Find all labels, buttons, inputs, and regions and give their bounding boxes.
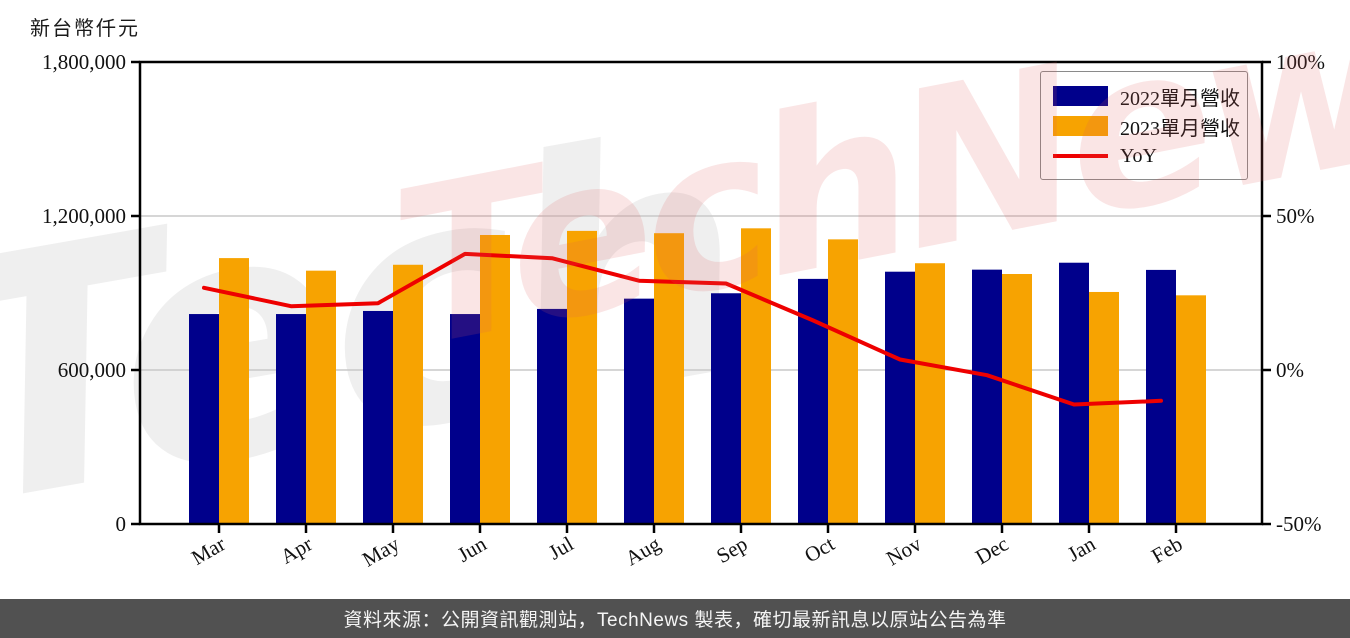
- legend-item-2022: 2022單月營收: [1053, 81, 1240, 111]
- bar-2022-nov: [885, 271, 915, 524]
- x-axis-label-dec: Dec: [971, 532, 1012, 570]
- bar-2022-feb: [1146, 269, 1176, 524]
- x-axis-label-apr: Apr: [276, 532, 316, 569]
- plot-frame: [138, 60, 1264, 526]
- bar-2022-may: [363, 310, 393, 524]
- bar-2023-sep: [741, 228, 771, 524]
- legend: 2022單月營收 2023單月營收 YoY: [1040, 71, 1248, 180]
- bar-2022-sep: [711, 293, 741, 524]
- bar-2022-jul: [537, 308, 567, 524]
- bar-2022-mar: [189, 314, 219, 524]
- right-axis-tick-label: 50%: [1276, 204, 1315, 228]
- bar-2022-jun: [450, 314, 480, 524]
- x-axis-label-jan: Jan: [1063, 531, 1100, 566]
- bar-2023-mar: [219, 258, 249, 524]
- right-axis-tick-label: -50%: [1276, 512, 1322, 536]
- left-axis-tick-label: 0: [116, 512, 127, 536]
- bar-2022-apr: [276, 314, 306, 524]
- right-axis-tick-label: 100%: [1276, 50, 1325, 74]
- legend-color-swatch: [1053, 86, 1108, 106]
- yoy-line: [202, 251, 1163, 407]
- legend-item-yoy: YoY: [1053, 141, 1235, 171]
- bar-2023-jan: [1089, 291, 1119, 524]
- bar-2023-jun: [480, 234, 510, 524]
- legend-line-sample: [1053, 154, 1108, 158]
- x-axis-label-may: May: [358, 531, 404, 571]
- x-axis-label-aug: Aug: [621, 531, 665, 570]
- x-axis-label-nov: Nov: [882, 531, 926, 570]
- y-axis-title: 新台幣仟元: [30, 18, 140, 40]
- bar-2023-dec: [1002, 274, 1032, 524]
- x-axis-label-mar: Mar: [187, 532, 229, 570]
- x-axis-label-jul: Jul: [544, 531, 577, 564]
- left-axis-tick-label: 600,000: [58, 358, 126, 382]
- x-axis-label-oct: Oct: [800, 531, 838, 567]
- bar-2023-nov: [915, 263, 945, 524]
- bar-2023-aug: [654, 233, 684, 525]
- legend-color-swatch: [1053, 116, 1108, 136]
- bar-2022-aug: [624, 298, 654, 524]
- bar-2023-apr: [306, 270, 336, 524]
- legend-label: 2022單月營收: [1120, 87, 1240, 110]
- bar-2022-jan: [1059, 262, 1089, 524]
- legend-label: 2023單月營收: [1120, 117, 1240, 140]
- bar-2023-feb: [1176, 295, 1206, 524]
- legend-item-2023: 2023單月營收: [1053, 111, 1240, 141]
- x-axis-label-feb: Feb: [1147, 532, 1186, 569]
- bar-2023-jul: [567, 230, 597, 525]
- caption-bar: 資料來源：公開資訊觀測站，TechNews 製表，確切最新訊息以原站公告為準: [0, 599, 1350, 638]
- x-axis-label-jun: Jun: [453, 531, 491, 567]
- bar-2022-dec: [972, 269, 1002, 524]
- bar-2023-may: [393, 264, 423, 524]
- left-axis-tick-label: 1,200,000: [42, 204, 126, 228]
- x-axis-label-sep: Sep: [712, 532, 751, 569]
- right-axis-tick-label: 0%: [1276, 358, 1304, 382]
- bar-2023-oct: [828, 239, 858, 524]
- left-axis-tick-label: 1,800,000: [42, 50, 126, 74]
- legend-label: YoY: [1120, 144, 1157, 167]
- caption-text: 資料來源：公開資訊觀測站，TechNews 製表，確切最新訊息以原站公告為準: [343, 610, 1007, 631]
